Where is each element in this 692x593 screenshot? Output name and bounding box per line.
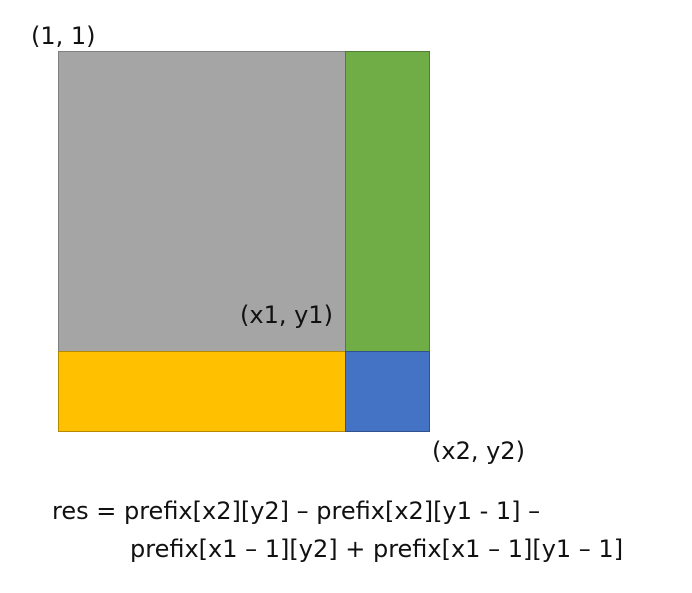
gray-region — [58, 51, 346, 352]
blue-region — [345, 351, 430, 432]
formula-line-1: res = prefix[x2][y2] – prefix[x2][y1 - 1… — [52, 497, 541, 525]
green-region — [345, 51, 430, 352]
label-top-left: (1, 1) — [31, 22, 96, 50]
label-inner-corner: (x1, y1) — [240, 301, 333, 329]
formula-line-2: prefix[x1 – 1][y2] + prefix[x1 – 1][y1 –… — [130, 535, 624, 563]
label-bottom-right: (x2, y2) — [432, 437, 525, 465]
yellow-region — [58, 351, 346, 432]
